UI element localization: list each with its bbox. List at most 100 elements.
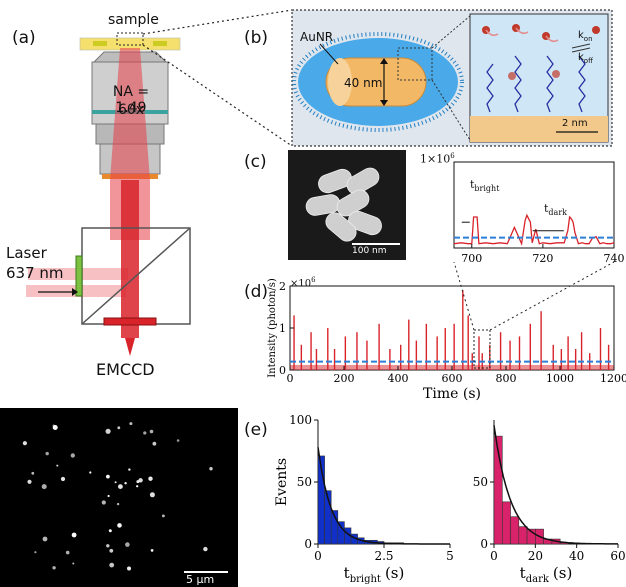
emitter-spot bbox=[106, 474, 110, 479]
emitter-spot bbox=[52, 424, 55, 427]
rod-end bbox=[328, 58, 352, 106]
emitter-spot bbox=[89, 471, 92, 474]
emitter-spot bbox=[65, 550, 70, 555]
emitter-spot bbox=[109, 548, 114, 553]
kon-arrow bbox=[571, 43, 591, 49]
sample-drop bbox=[93, 41, 107, 46]
x-tick-label: 0 bbox=[314, 549, 322, 563]
emitter-spot bbox=[45, 451, 49, 456]
detection-beam bbox=[121, 180, 139, 338]
emitter-spot bbox=[143, 431, 147, 435]
y-tick-label: 50 bbox=[297, 475, 312, 489]
emitter-spot bbox=[118, 484, 123, 489]
x-tick-label: 40 bbox=[569, 549, 584, 563]
emitter-spot bbox=[114, 481, 117, 484]
x-tick-label: 0 bbox=[287, 372, 294, 385]
laser-label: Laser bbox=[6, 244, 47, 262]
emitter-spot bbox=[124, 482, 127, 485]
emitter-spot bbox=[106, 544, 110, 548]
zoom-line bbox=[453, 261, 475, 331]
emitter-spot bbox=[127, 566, 131, 571]
dichroic-mirror bbox=[81, 227, 191, 325]
beam-arrow bbox=[125, 338, 135, 356]
emitter-spot bbox=[116, 502, 120, 506]
imager-strands bbox=[485, 27, 559, 43]
emitter-spot bbox=[125, 542, 130, 547]
gold-surface bbox=[470, 116, 608, 142]
sample-drop bbox=[153, 41, 167, 46]
panel-d-label: (d) bbox=[244, 282, 269, 302]
x-tick-label: 700 bbox=[461, 252, 482, 265]
inset-scale-label: 2 nm bbox=[562, 118, 588, 129]
exponential-fit bbox=[317, 447, 450, 545]
emitter-spot bbox=[138, 478, 143, 483]
koff-arrow bbox=[571, 47, 591, 53]
x-tick-label: 400 bbox=[388, 372, 409, 385]
fluorescence-background bbox=[0, 408, 238, 587]
emitter-spot bbox=[152, 441, 157, 446]
emitter-spot bbox=[27, 479, 32, 484]
detector-label: EMCCD bbox=[96, 360, 155, 379]
dna-strands bbox=[486, 55, 586, 113]
zoom-line bbox=[489, 261, 615, 331]
emitter-spot bbox=[70, 453, 76, 458]
x-axis-label: Time (s) bbox=[423, 386, 481, 402]
panel-e-label: (e) bbox=[244, 420, 268, 440]
emitter-spot bbox=[71, 532, 77, 538]
x-tick-label: 800 bbox=[496, 372, 517, 385]
trace-zoom-box bbox=[473, 329, 491, 369]
emitter-spot bbox=[101, 500, 106, 505]
emitter-spot bbox=[128, 468, 131, 471]
emission-filter bbox=[103, 317, 157, 326]
x-tick-label: 600 bbox=[442, 372, 463, 385]
histogram-bar bbox=[518, 526, 528, 545]
sem-nanorods bbox=[305, 167, 382, 242]
emitter-spot bbox=[203, 546, 208, 552]
y-axis-label: Intensity (photon/s) bbox=[267, 278, 278, 378]
emitter-spot bbox=[108, 529, 112, 533]
emitter-spot bbox=[41, 484, 47, 490]
emitter-spot bbox=[72, 562, 75, 565]
panel-c-label: (c) bbox=[244, 152, 267, 172]
laser-arrowhead bbox=[72, 288, 78, 296]
x-tick-label: 60 bbox=[610, 549, 625, 563]
y-tick-label: 0 bbox=[279, 364, 286, 377]
numerical-aperture-label: NA = 1.49 bbox=[112, 84, 150, 116]
emitter-spot bbox=[117, 523, 122, 528]
x-tick-label: 200 bbox=[334, 372, 355, 385]
emitter-spot bbox=[52, 566, 56, 570]
x-tick-label: 1000 bbox=[546, 372, 574, 385]
x-tick-label: 5 bbox=[446, 549, 454, 563]
diameter-arrow-top bbox=[380, 58, 388, 64]
y-tick-label: 0 bbox=[480, 537, 488, 551]
histogram-bar bbox=[493, 435, 503, 545]
x-axis-label: tdark (s) bbox=[520, 564, 573, 585]
zoom-connector bbox=[142, 44, 293, 147]
emitter-spot bbox=[149, 429, 154, 434]
full-trace-scale: ×106 bbox=[290, 276, 316, 290]
excitation-filter bbox=[75, 255, 83, 297]
sem-scale-label: 100 nm bbox=[352, 246, 387, 256]
x-tick-label: 1200 bbox=[600, 372, 626, 385]
zoom-trace-line bbox=[453, 213, 615, 247]
x-tick-label: 20 bbox=[528, 549, 543, 563]
t-dark-label: tdark bbox=[544, 202, 567, 218]
x-axis-label: tbright (s) bbox=[344, 564, 405, 585]
emitter-spot bbox=[149, 492, 155, 498]
zoom-trace-ymax: 1×106 bbox=[420, 152, 455, 166]
emitter-spot bbox=[148, 476, 153, 481]
aunr-pointer bbox=[319, 43, 339, 65]
sample-label: sample bbox=[108, 12, 159, 28]
emitter-spot bbox=[107, 494, 110, 498]
emitter-spot bbox=[109, 562, 115, 568]
gold-nanorod bbox=[325, 57, 427, 107]
emitter-spot bbox=[31, 471, 35, 475]
emitter-spot bbox=[129, 422, 133, 426]
